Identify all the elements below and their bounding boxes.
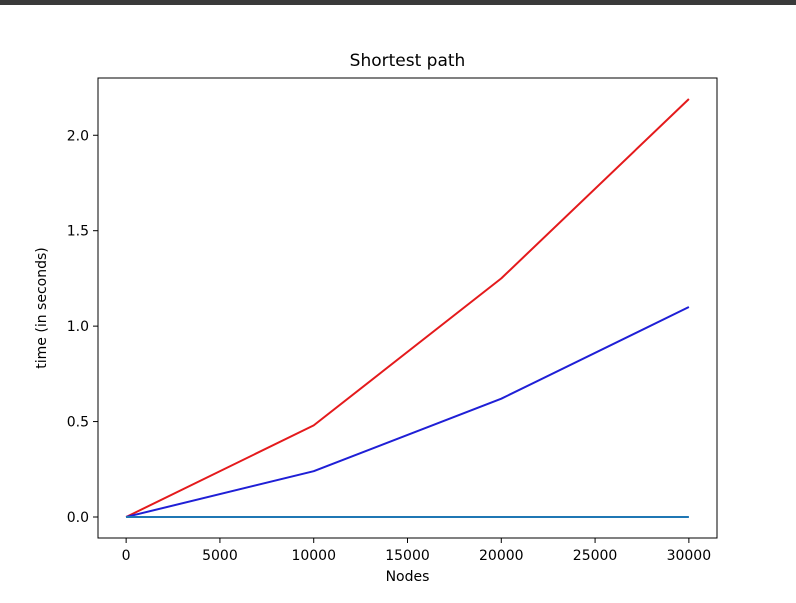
window-top-bar (0, 0, 796, 5)
x-tick-label: 15000 (385, 548, 430, 564)
y-axis-label: time (in seconds) (34, 247, 50, 368)
chart-title: Shortest path (350, 51, 466, 71)
x-tick-label: 10000 (291, 548, 336, 564)
y-tick-label: 1.0 (67, 319, 89, 335)
x-tick-label: 25000 (573, 548, 618, 564)
plot-frame (97, 77, 718, 539)
y-tick-label: 0.5 (67, 415, 89, 431)
x-tick-label: 5000 (202, 548, 238, 564)
chart-figure: Shortest path 0 5000 10000 15000 20000 25000 3… (0, 5, 796, 603)
series-layer (125, 98, 690, 518)
x-axis-ticks: 0 5000 10000 15000 20000 25000 30000 (122, 538, 711, 564)
y-tick-label: 2.0 (67, 128, 89, 144)
series-line-1 (125, 98, 690, 518)
chart-svg: Shortest path 0 5000 10000 15000 20000 25000 3… (34, 51, 718, 585)
x-tick-label: 20000 (479, 548, 524, 564)
x-tick-label: 0 (122, 548, 131, 564)
x-axis-label: Nodes (386, 569, 430, 585)
series-line-2 (125, 306, 690, 518)
y-tick-label: 0.0 (67, 510, 89, 526)
x-tick-label: 30000 (667, 548, 712, 564)
y-axis-ticks: 0.0 0.5 1.0 1.5 2.0 (67, 128, 98, 526)
y-tick-label: 1.5 (67, 224, 89, 240)
